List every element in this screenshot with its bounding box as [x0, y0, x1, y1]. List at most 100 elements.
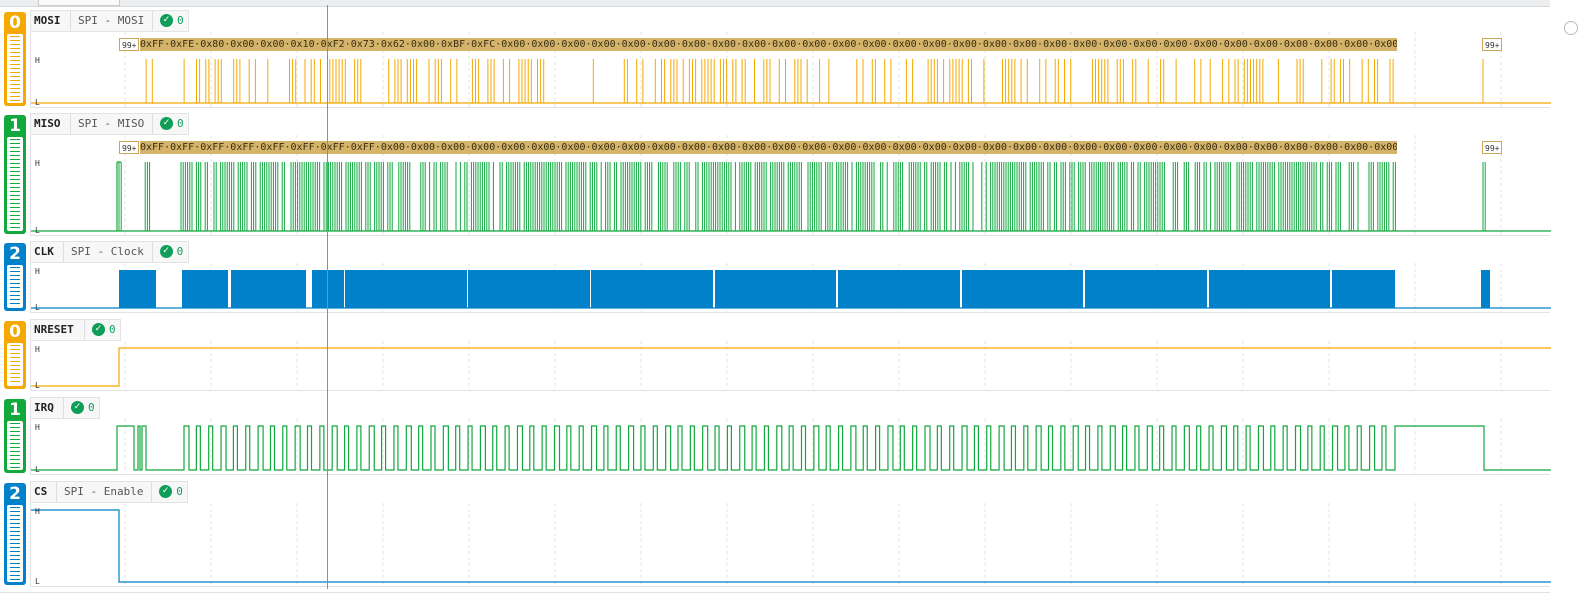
channel-name[interactable]: CLK	[34, 245, 54, 258]
channel-tab[interactable]: 2	[4, 243, 26, 311]
clock-burst	[345, 270, 467, 308]
header-separator	[152, 11, 153, 31]
channel-miso: 1 MISO SPI - MISO ✓ 0 H L 99+ 0xFF·0xFF·0xFF·0xF…	[0, 113, 1551, 236]
waveform-svg	[31, 135, 1551, 236]
overflow-badge-left[interactable]: 99+	[119, 141, 140, 154]
error-count: 0	[177, 14, 184, 27]
error-count: 0	[177, 117, 184, 130]
error-count: 0	[88, 401, 95, 414]
analyzer-label[interactable]: SPI - Enable	[64, 485, 144, 498]
waveform-svg	[31, 419, 1551, 475]
error-count: 0	[109, 323, 116, 336]
waveform-plot[interactable]: H L 99+ 0xFF·0xFF·0xFF·0xFF·0xFF·0xFF·0xFF·…	[30, 135, 1551, 236]
channel-tab[interactable]: 0	[4, 12, 26, 106]
header-separator	[152, 114, 153, 134]
ridge-pattern	[10, 423, 20, 468]
check-circle-icon: ✓	[160, 14, 173, 27]
waveform-line	[31, 425, 1551, 471]
clock-burst	[1481, 270, 1490, 308]
high-level-label: H	[35, 267, 40, 276]
channel-tab[interactable]: 2	[4, 483, 26, 585]
clock-burst	[1209, 270, 1330, 308]
channel-tab-ridges	[7, 137, 23, 231]
clock-burst	[1085, 270, 1207, 308]
channel-number: 2	[9, 484, 21, 504]
clock-burst	[962, 270, 1083, 308]
channel-number: 2	[9, 244, 21, 264]
header-separator	[151, 242, 153, 262]
protocol-decode-bar[interactable]: 0xFF·0xFE·0x80·0x00·0x00·0x10·0xF2·0x73·…	[140, 38, 1397, 51]
channel-name[interactable]: CS	[34, 485, 48, 498]
waveform-svg	[31, 503, 1551, 587]
overflow-badge-right[interactable]: 99+	[1482, 38, 1503, 51]
analyzer-label[interactable]: SPI - MOSI	[78, 14, 145, 27]
ridge-pattern	[10, 139, 20, 229]
ridge-pattern	[10, 507, 20, 580]
low-level-label: L	[35, 98, 40, 107]
panel-toggle-icon[interactable]	[1564, 21, 1578, 35]
low-level-label: L	[35, 577, 40, 586]
channel-number: 0	[9, 322, 21, 342]
overflow-badge-right[interactable]: 99+	[1482, 141, 1503, 154]
channel-tab-ridges	[7, 343, 23, 386]
channel-header[interactable]: CS SPI - Enable ✓ 0	[30, 481, 189, 503]
channel-header[interactable]: IRQ ✓ 0	[30, 397, 100, 419]
channel-nreset: 0 NRESET ✓ 0 H L	[0, 319, 1551, 391]
channel-tab[interactable]: 0	[4, 321, 26, 389]
clock-burst	[468, 270, 590, 308]
overflow-badge-left[interactable]: 99+	[119, 38, 140, 51]
header-separator	[63, 242, 64, 262]
channel-name[interactable]: NRESET	[34, 323, 74, 336]
channel-tab[interactable]: 1	[4, 399, 26, 473]
ridge-pattern	[10, 267, 20, 306]
header-separator	[63, 398, 64, 418]
waveform-line	[31, 509, 1551, 583]
top-scroll-thumb[interactable]	[38, 0, 120, 6]
channel-name[interactable]: MISO	[34, 117, 61, 130]
clock-burst	[182, 270, 228, 308]
channel-number: 0	[9, 13, 21, 33]
timing-cursor[interactable]	[327, 5, 328, 589]
high-level-label: H	[35, 345, 40, 354]
clock-burst	[715, 270, 836, 308]
check-circle-icon: ✓	[159, 485, 173, 498]
channel-name[interactable]: MOSI	[34, 14, 61, 27]
channel-header[interactable]: CLK SPI - Clock ✓ 0	[30, 241, 189, 263]
high-level-label: H	[35, 159, 40, 168]
channel-name[interactable]: IRQ	[34, 401, 54, 414]
analyzer-label[interactable]: SPI - MISO	[78, 117, 145, 130]
channel-tab-ridges	[7, 34, 23, 103]
channel-number: 1	[9, 116, 21, 136]
check-circle-icon: ✓	[160, 117, 173, 130]
channel-header[interactable]: NRESET ✓ 0	[30, 319, 121, 341]
channel-mosi: 0 MOSI SPI - MOSI ✓ 0 H L 99+ 0xFF·0xFE·0x80·0x0…	[0, 10, 1551, 108]
bottom-divider	[0, 592, 1550, 593]
header-separator	[56, 482, 57, 502]
top-scroll-strip[interactable]	[0, 0, 1550, 7]
error-count: 0	[176, 485, 183, 498]
header-separator	[151, 482, 153, 502]
channel-header[interactable]: MOSI SPI - MOSI ✓ 0	[30, 10, 189, 32]
protocol-decode-bar[interactable]: 0xFF·0xFF·0xFF·0xFF·0xFF·0xFF·0xFF·0xFF·…	[140, 141, 1397, 154]
header-separator	[70, 11, 71, 31]
clock-burst	[312, 270, 344, 308]
right-panel	[1551, 0, 1591, 604]
channel-tab-ridges	[7, 421, 23, 470]
low-level-label: L	[35, 303, 40, 312]
error-count: 0	[176, 245, 184, 258]
channel-number: 1	[9, 400, 21, 420]
header-separator	[84, 320, 85, 340]
channel-header[interactable]: MISO SPI - MISO ✓ 0	[30, 113, 189, 135]
waveform-plot[interactable]: H L 99+ 0xFF·0xFE·0x80·0x00·0x00·0x10·0xF2·…	[30, 32, 1551, 108]
check-circle-icon: ✓	[71, 401, 84, 414]
ridge-pattern	[10, 345, 20, 384]
clock-burst	[591, 270, 713, 308]
analyzer-label[interactable]: SPI - Clock	[71, 245, 144, 258]
check-circle-icon: ✓	[92, 323, 105, 336]
channel-tab[interactable]: 1	[4, 115, 26, 234]
low-level-label: L	[35, 226, 40, 235]
